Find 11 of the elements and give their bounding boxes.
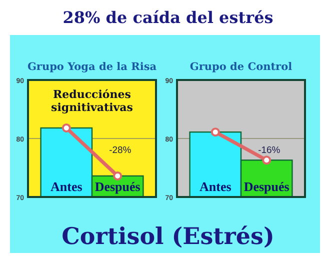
chart-title: Grupo Yoga de la Risa — [27, 61, 157, 73]
x-tick-label: Después — [244, 179, 290, 194]
text: Cortisol (Estrés) — [62, 223, 274, 250]
x-tick-label: Antes — [200, 179, 232, 194]
x-tick-label: Antes — [50, 179, 82, 194]
annotation: -28% — [109, 145, 132, 156]
chart-title: Grupo de Control — [190, 61, 292, 73]
annotation: -16% — [258, 145, 281, 156]
annotation: Reducciónes signitivativas — [51, 88, 133, 114]
x-tick-label: Después — [94, 179, 140, 194]
text: 28% de caída del estrés — [62, 8, 274, 27]
